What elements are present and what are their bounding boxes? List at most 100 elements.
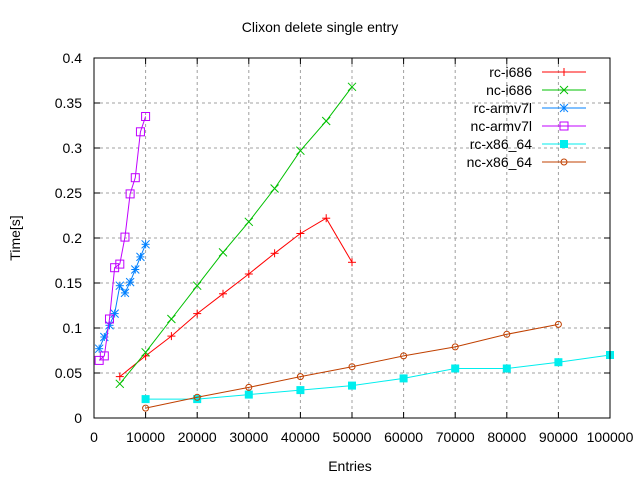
marker-stroke xyxy=(110,309,119,318)
marker-shape xyxy=(141,395,150,404)
data-point-square xyxy=(125,189,135,199)
y-tick-label: 0.35 xyxy=(55,95,82,111)
marker-stroke xyxy=(115,379,125,389)
data-point-filled-square xyxy=(451,364,460,373)
legend: rc-i686 nc-i686 rc-armv7l nc-armv7l rc-x86_6… xyxy=(467,64,586,170)
y-tick-label: 0.25 xyxy=(55,185,82,201)
x-tick-label: 30000 xyxy=(229,429,268,445)
data-point-filled-square xyxy=(502,364,511,373)
data-point-plus xyxy=(270,249,279,258)
data-point-circle xyxy=(245,383,253,391)
data-point-plus xyxy=(560,68,568,76)
x-tick-label: 50000 xyxy=(333,429,372,445)
data-point-filled-square xyxy=(560,140,568,148)
series-nc-x86_64 xyxy=(142,320,562,412)
marker-stroke xyxy=(125,277,135,287)
marker-stroke xyxy=(559,103,569,113)
plot-border xyxy=(93,57,611,419)
data-point-circle xyxy=(142,404,150,412)
marker-shape xyxy=(115,259,125,269)
marker-shape xyxy=(560,140,568,148)
marker-shape xyxy=(99,351,109,361)
data-point-cross xyxy=(296,146,305,156)
data-point-circle xyxy=(193,393,201,401)
series-line xyxy=(98,116,147,361)
marker-shape xyxy=(451,343,459,351)
marker-shape xyxy=(104,314,114,324)
y-tick-label: 0 xyxy=(74,410,82,426)
data-point-star xyxy=(94,344,104,354)
marker-shape xyxy=(142,404,150,412)
marker-shape xyxy=(502,364,511,373)
data-point-square xyxy=(141,112,151,121)
data-point-star xyxy=(136,252,145,262)
ticks: 0 10000 20000 30000 40000 50000 60000 70000 8000… xyxy=(55,50,634,445)
y-tick-label: 0.05 xyxy=(55,365,82,381)
marker-shape xyxy=(399,374,408,383)
data-point-square xyxy=(130,173,140,183)
x-tick-label: 70000 xyxy=(436,429,475,445)
marker-shape xyxy=(559,121,569,131)
data-point-cross xyxy=(244,217,254,227)
series-line xyxy=(98,244,147,349)
marker-shape xyxy=(348,363,356,371)
marker-stroke xyxy=(130,265,140,274)
marker-stroke xyxy=(347,82,357,92)
series-line xyxy=(119,86,353,385)
marker-stroke xyxy=(141,347,150,357)
data-point-star xyxy=(120,288,130,298)
marker-shape xyxy=(141,112,151,121)
data-point-circle xyxy=(451,343,459,351)
data-point-circle xyxy=(554,320,562,328)
data-point-square xyxy=(559,121,569,131)
x-tick-label: 100000 xyxy=(587,429,634,445)
data-point-filled-square xyxy=(554,358,563,367)
data-point-star xyxy=(125,277,135,287)
series-line xyxy=(145,323,559,409)
marker-shape xyxy=(244,390,253,399)
marker-shape xyxy=(451,364,460,373)
y-axis-label: Time[s] xyxy=(7,215,23,260)
data-point-square xyxy=(104,314,114,324)
data-point-circle xyxy=(503,330,511,338)
data-point-star xyxy=(110,309,119,318)
data-point-filled-square xyxy=(244,390,253,399)
y-tick-label: 0.3 xyxy=(63,140,83,156)
marker-stroke xyxy=(192,281,202,291)
data-point-filled-square xyxy=(193,395,202,404)
data-point-cross xyxy=(321,116,331,126)
data-point-cross xyxy=(218,248,228,257)
data-point-filled-square xyxy=(348,381,356,390)
data-point-cross xyxy=(192,281,202,291)
x-axis-label: Entries xyxy=(328,458,372,474)
data-point-filled-square xyxy=(141,395,150,404)
x-tick-label: 40000 xyxy=(281,429,320,445)
marker-shape xyxy=(135,127,145,137)
data-point-square xyxy=(99,351,109,361)
marker-shape xyxy=(554,320,562,328)
series-rc-i686 xyxy=(115,214,356,381)
data-point-plus xyxy=(193,309,202,318)
data-point-plus xyxy=(348,258,356,267)
marker-stroke xyxy=(559,85,569,95)
data-point-plus xyxy=(115,372,124,381)
legend-label: nc-x86_64 xyxy=(467,154,533,170)
marker-shape xyxy=(560,158,568,166)
data-point-circle xyxy=(560,158,568,166)
series-rc-x86_64 xyxy=(141,351,614,404)
x-tick-label: 10000 xyxy=(126,429,165,445)
data-point-circle xyxy=(296,373,304,381)
marker-stroke xyxy=(115,281,125,291)
data-point-filled-square xyxy=(399,374,408,383)
marker-stroke xyxy=(136,252,145,262)
data-point-circle xyxy=(400,352,408,360)
marker-stroke xyxy=(141,239,150,249)
data-point-plus xyxy=(244,270,253,278)
marker-shape xyxy=(125,189,135,199)
data-point-star xyxy=(559,103,569,113)
marker-stroke xyxy=(167,314,176,324)
marker-shape xyxy=(245,383,253,391)
data-point-cross xyxy=(347,82,357,92)
data-point-square xyxy=(120,232,130,242)
y-tick-label: 0.15 xyxy=(55,275,82,291)
